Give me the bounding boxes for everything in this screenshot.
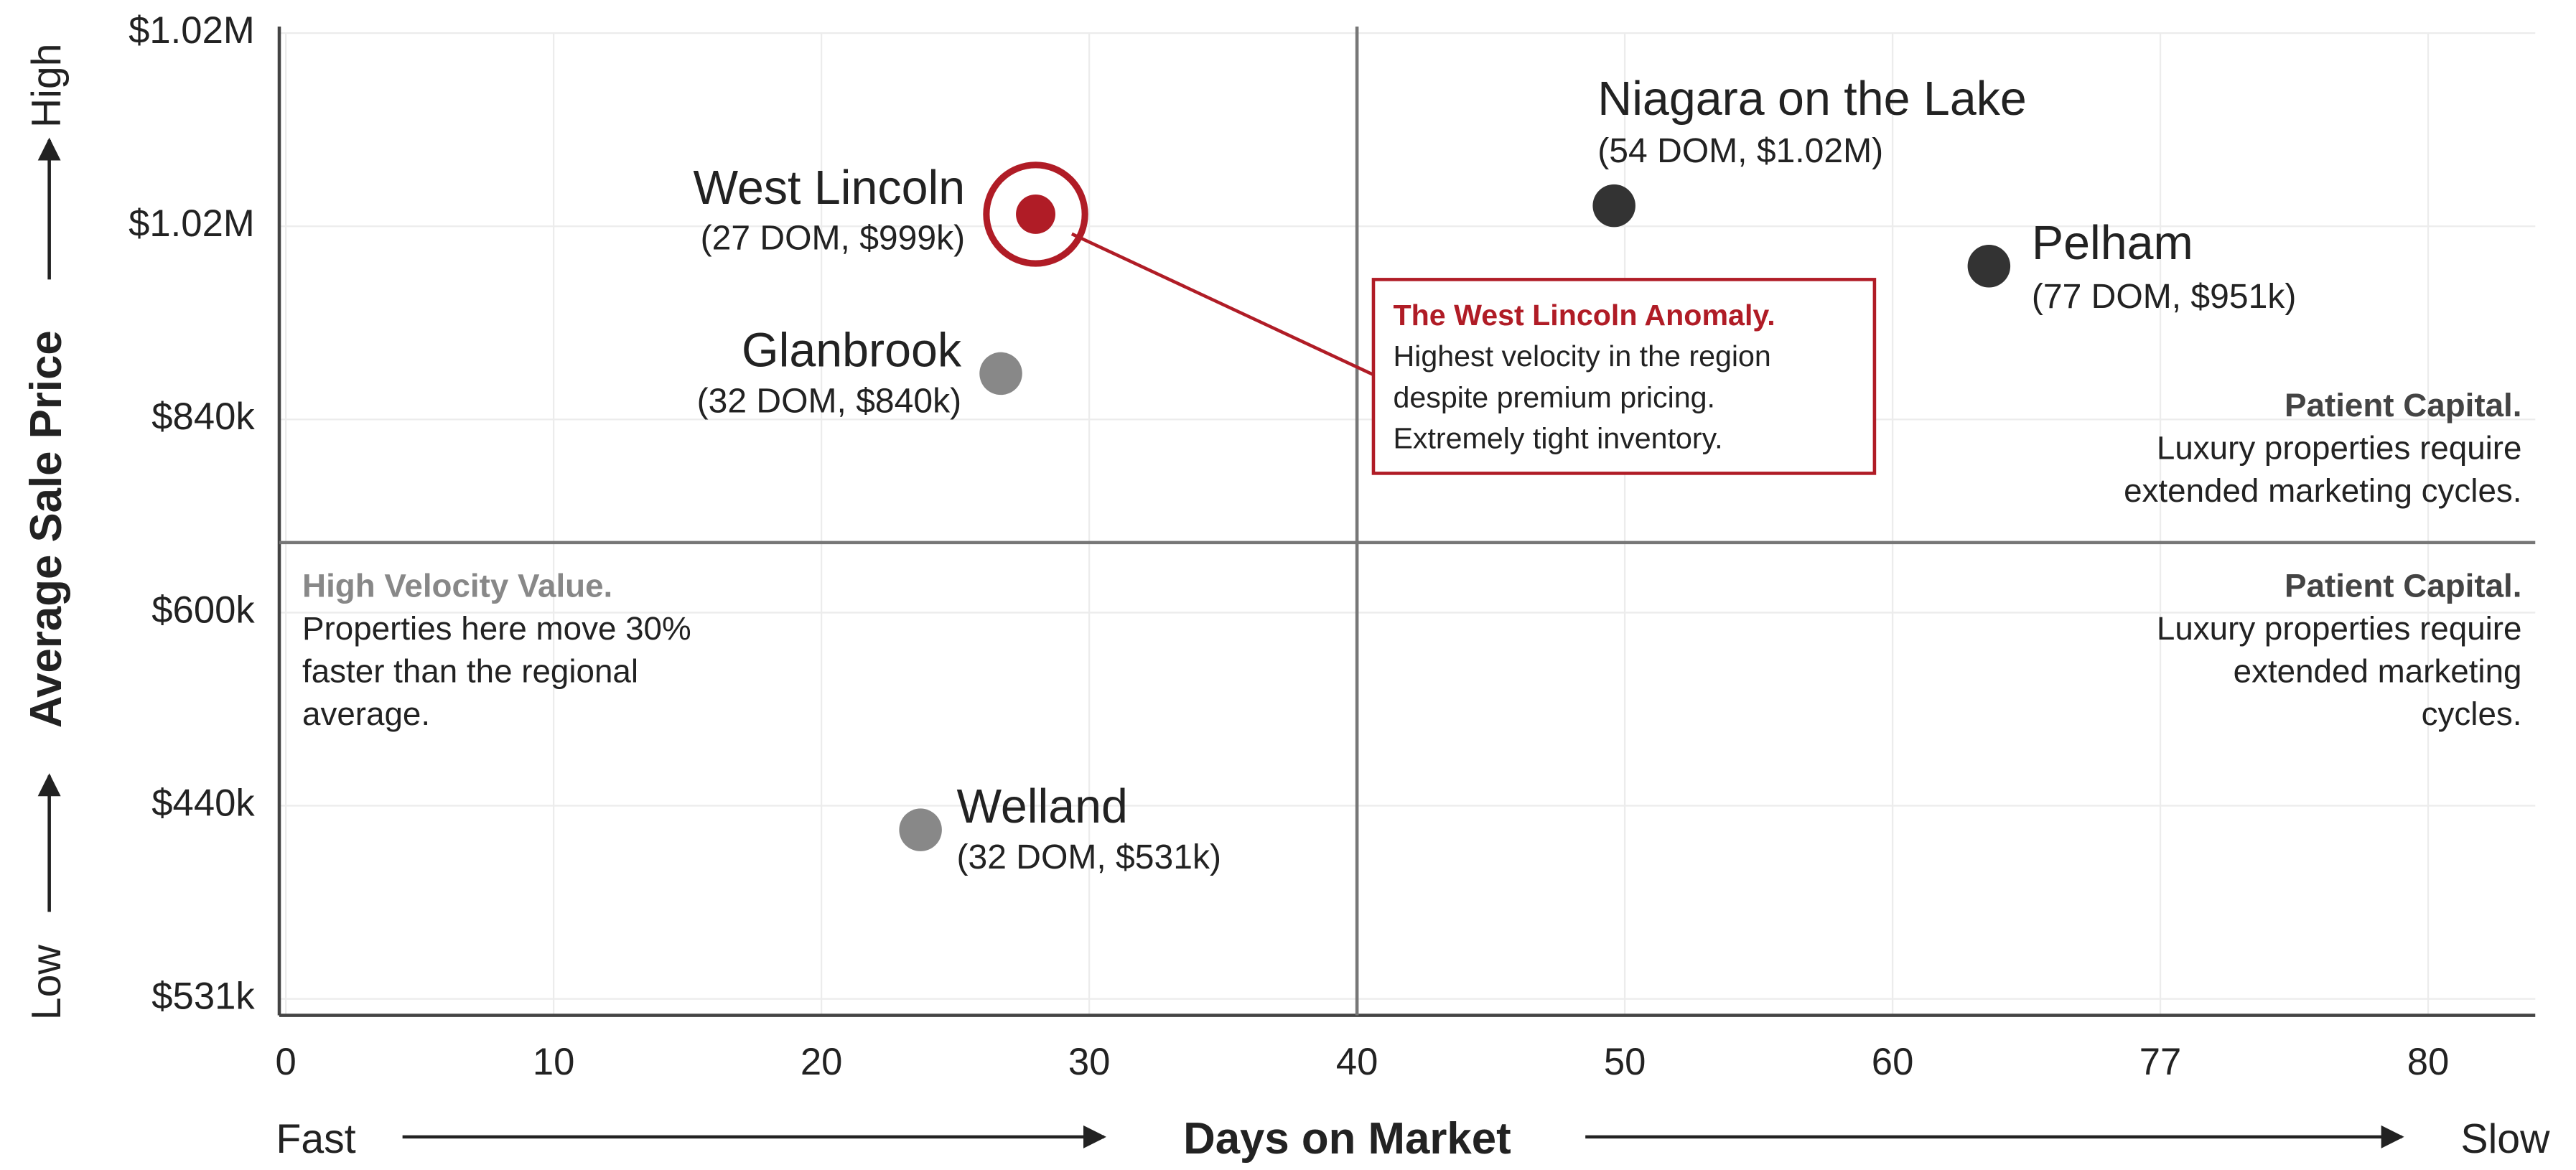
point: [1967, 244, 2011, 288]
x-tick-label: 40: [1336, 1041, 1378, 1083]
x-tick-label: 80: [2407, 1041, 2450, 1083]
note-line: extended marketing cycles.: [2124, 472, 2521, 509]
point-detail: (27 DOM, $999k): [701, 220, 965, 258]
note-line: Highest velocity in the region: [1393, 340, 1770, 373]
x-axis-high: Slow: [2460, 1116, 2550, 1162]
x-axis-low: Fast: [276, 1116, 355, 1162]
note-title: Patient Capital.: [2285, 568, 2521, 604]
note-line: despite premium pricing.: [1393, 380, 1715, 413]
note-title: The West Lincoln Anomaly.: [1393, 299, 1775, 332]
x-tick-label: 0: [276, 1041, 297, 1083]
x-axis-title: Days on Market: [1183, 1114, 1511, 1164]
note-line: cycles.: [2422, 696, 2522, 732]
point: [899, 808, 942, 851]
note: Patient Capital. Luxury properties requir…: [2157, 568, 2522, 732]
y-tick-label: $1.02M: [129, 202, 255, 245]
point-name: Pelham: [2032, 217, 2193, 270]
note-line: Properties here move 30%: [302, 610, 691, 647]
y-tick-label: $1.02M: [129, 9, 255, 52]
point-name: Welland: [956, 780, 1128, 833]
point-name: Glanbrook: [742, 324, 962, 378]
x-tick-label: 60: [1872, 1041, 1914, 1083]
callout-connector: [1070, 232, 1374, 377]
note-line: Extremely tight inventory.: [1393, 422, 1722, 455]
y-tick-label: $440k: [151, 782, 255, 824]
point-detail: (32 DOM, $840k): [697, 382, 962, 420]
y-axis-high: High: [24, 44, 70, 128]
note-line: Luxury properties require: [2157, 610, 2522, 647]
x-tick-label: 77: [2139, 1041, 2182, 1083]
x-tick-label: 20: [801, 1041, 843, 1083]
x-tick-label: 50: [1604, 1041, 1646, 1083]
point-name: West Lincoln: [694, 162, 966, 215]
note-line: faster than the regional: [302, 653, 638, 690]
note-line: average.: [302, 696, 430, 732]
point: [1592, 184, 1635, 228]
x-tick-label: 10: [533, 1041, 575, 1083]
point-detail: (32 DOM, $531k): [956, 838, 1221, 876]
point: [1016, 194, 1055, 234]
highlight-ring: [983, 162, 1088, 267]
point: [979, 352, 1022, 396]
point-name: Niagara on the Lake: [1597, 72, 2027, 126]
x-tick-label: 30: [1068, 1041, 1111, 1083]
y-tick-label: $600k: [151, 589, 255, 631]
note-line: extended marketing: [2234, 653, 2522, 690]
y-axis-title: Average Sale Price: [22, 330, 71, 728]
note: The West Lincoln Anomaly. Highest velocit…: [1393, 299, 1775, 455]
y-tick-label: $840k: [151, 396, 255, 438]
note: High Velocity Value. Properties here move…: [302, 568, 691, 732]
note-title: Patient Capital.: [2285, 387, 2521, 423]
point-detail: (54 DOM, $1.02M): [1597, 132, 1883, 170]
note-line: Luxury properties require: [2157, 429, 2522, 466]
note: Patient Capital. Luxury properties requir…: [2124, 387, 2521, 509]
point-detail: (77 DOM, $951k): [2032, 278, 2297, 316]
note-title: High Velocity Value.: [302, 568, 612, 604]
callout-box: [1371, 278, 1877, 475]
y-axis-low: Low: [24, 945, 70, 1021]
y-tick-label: $531k: [151, 975, 255, 1018]
